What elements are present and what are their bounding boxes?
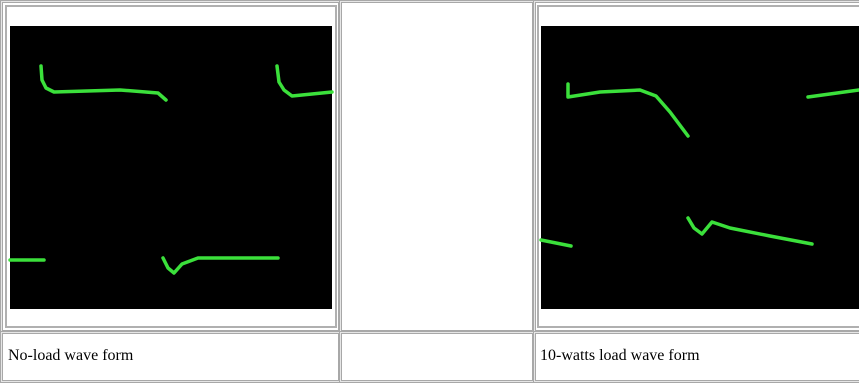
page: No-load wave form 10-watts load wave for… <box>0 0 859 383</box>
oscilloscope-image <box>541 26 859 309</box>
caption: No-load wave form <box>8 347 133 365</box>
oscilloscope-image <box>10 26 332 309</box>
caption: 10-watts load wave form <box>540 347 700 365</box>
waveform-images <box>0 0 859 383</box>
